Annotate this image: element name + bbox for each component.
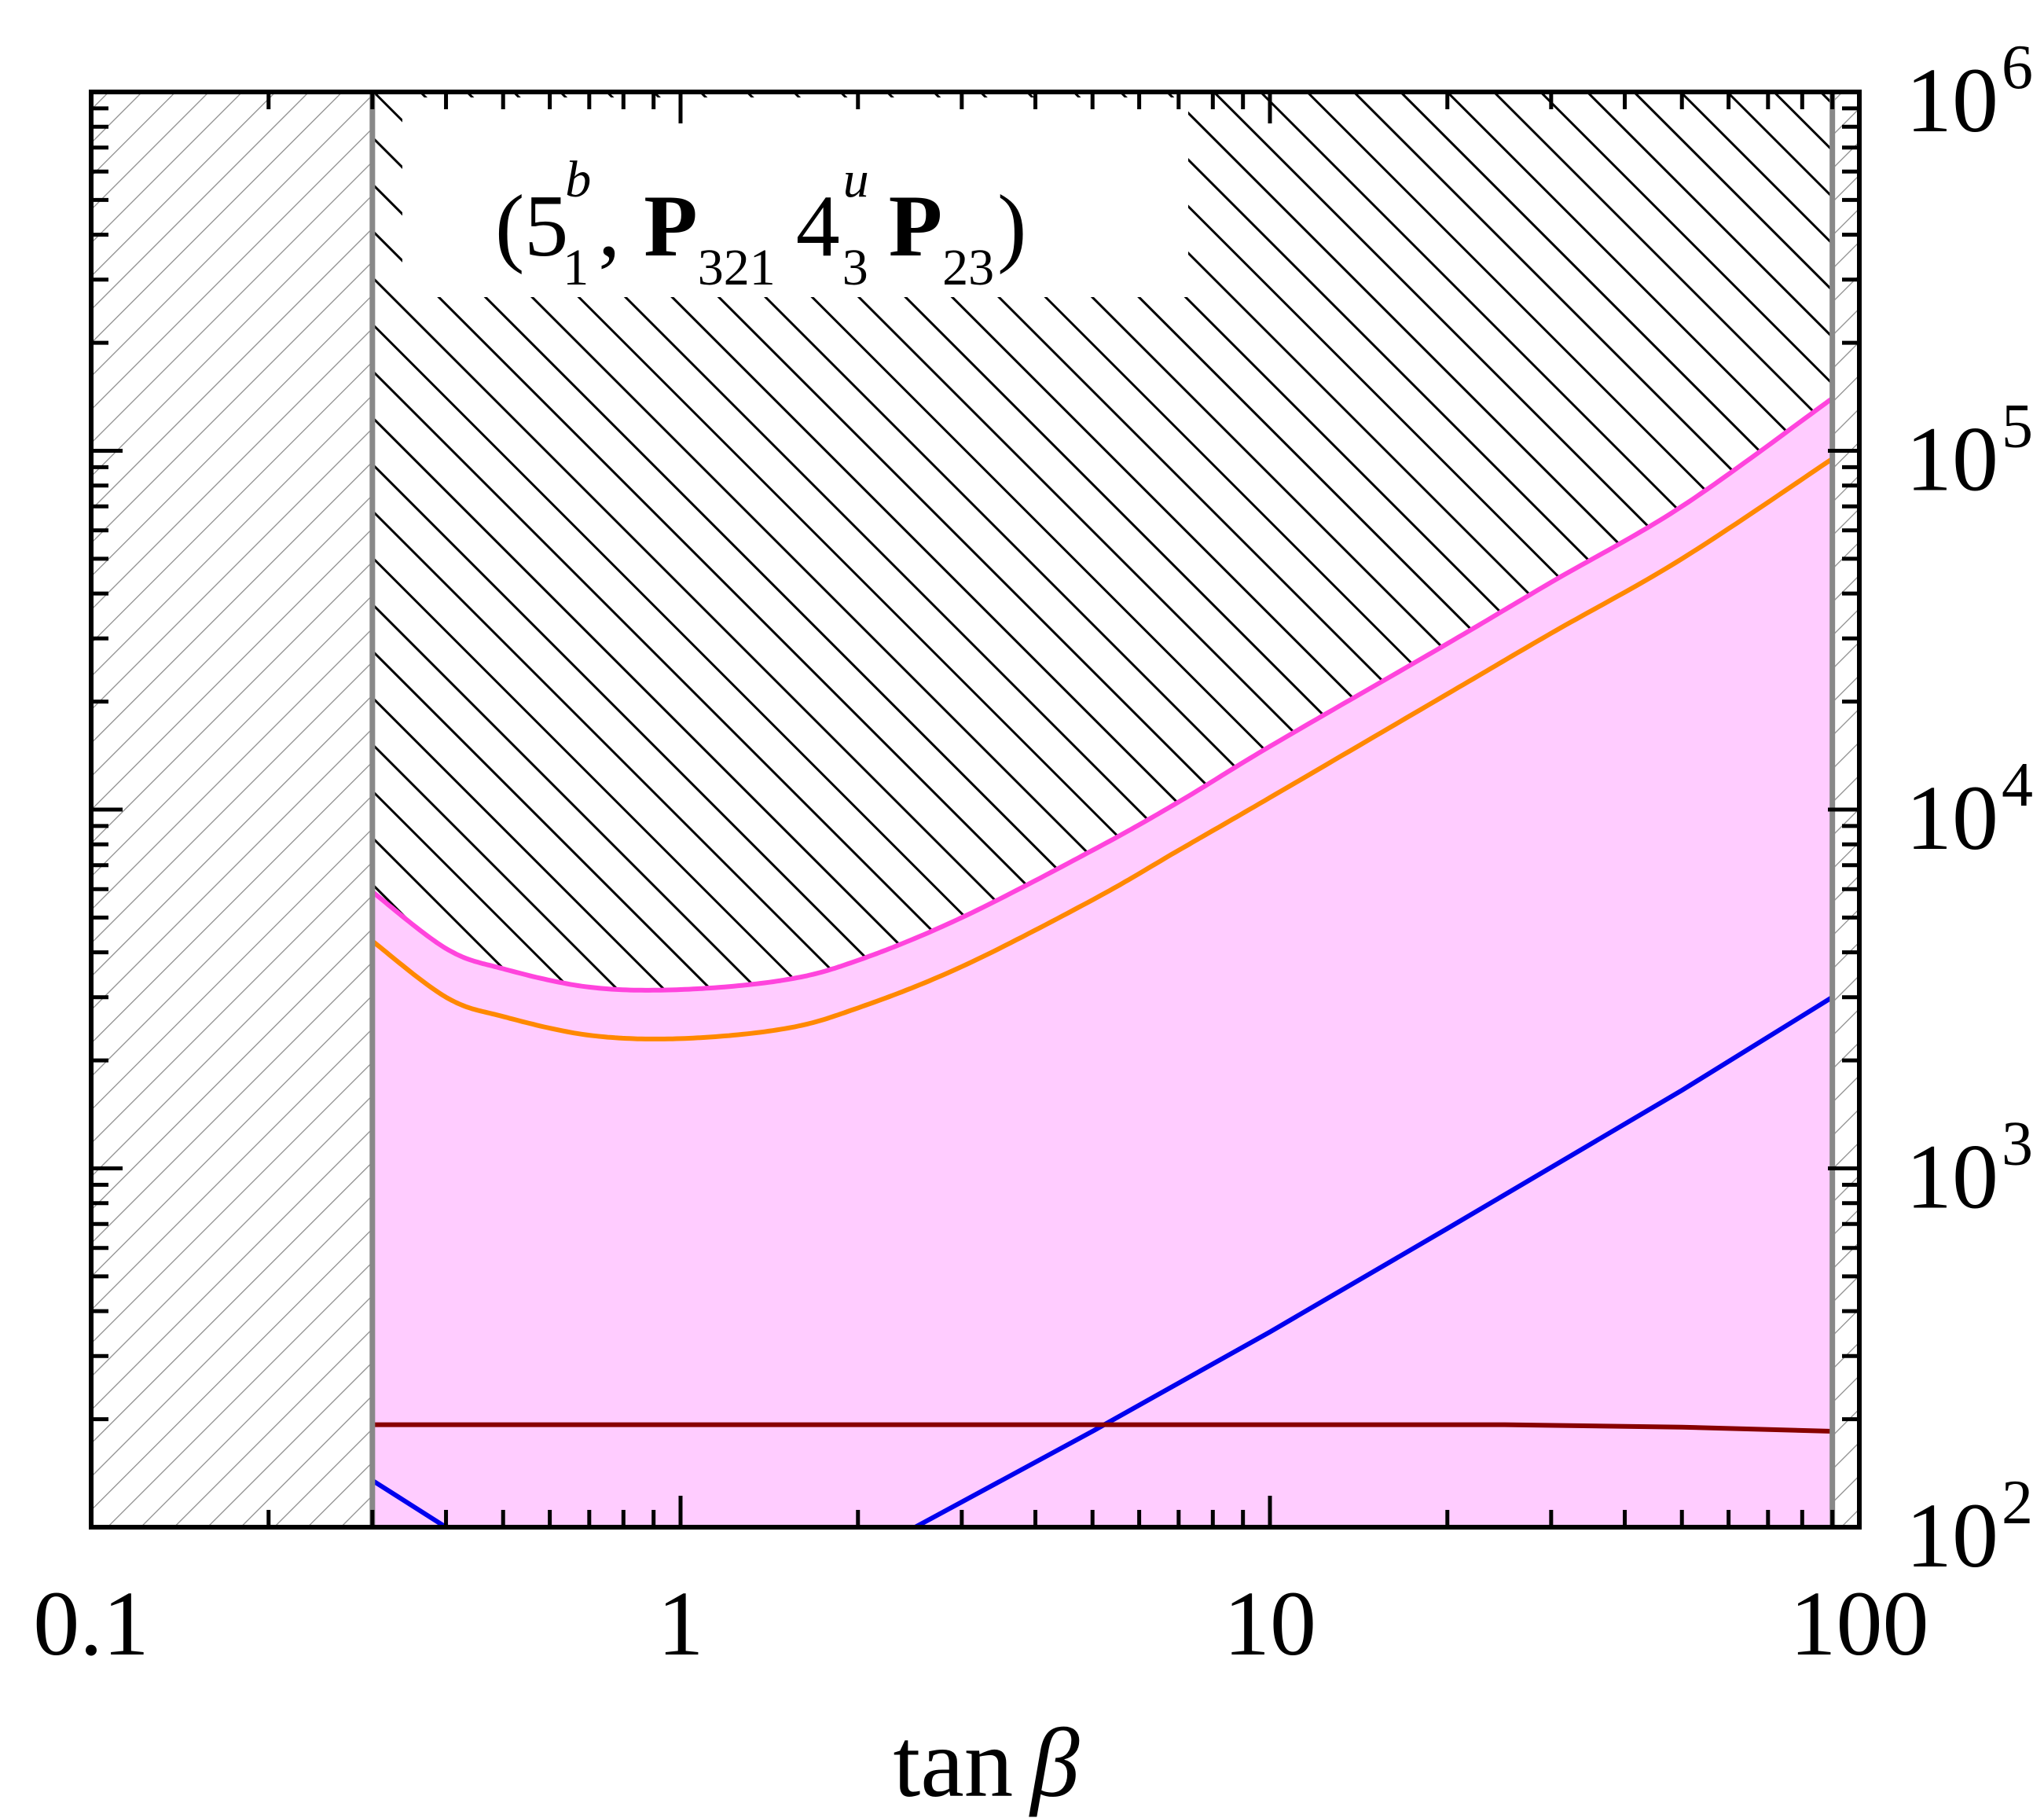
x-axis-label: tan β — [894, 1710, 1081, 1818]
excluded-region-left — [91, 92, 372, 1527]
chart-title: (5b 1, P321 4u 3 P23) — [495, 151, 1026, 296]
x-tick-label: 0.1 — [33, 1572, 149, 1675]
series-line-dark-red-line — [372, 1422, 1833, 1434]
y-tick-label: 106 — [1906, 33, 2033, 152]
x-tick-label: 10 — [1224, 1572, 1316, 1675]
y-tick-label: 104 — [1906, 751, 2033, 869]
y-tick-label: 102 — [1906, 1468, 2033, 1587]
series-line-orange-curve — [370, 457, 1834, 1041]
title-box — [402, 97, 1188, 297]
x-tick-label: 1 — [658, 1572, 704, 1675]
y-tick-label: 103 — [1906, 1110, 2033, 1229]
plot-frame — [89, 90, 1862, 1530]
series-line-blue-line — [371, 995, 1834, 1527]
series-line-upper-bound — [370, 396, 1834, 993]
x-tick-label: 100 — [1790, 1572, 1929, 1675]
upper-excluded-hatch — [372, 92, 1833, 990]
y-tick-label: 105 — [1906, 392, 2033, 511]
